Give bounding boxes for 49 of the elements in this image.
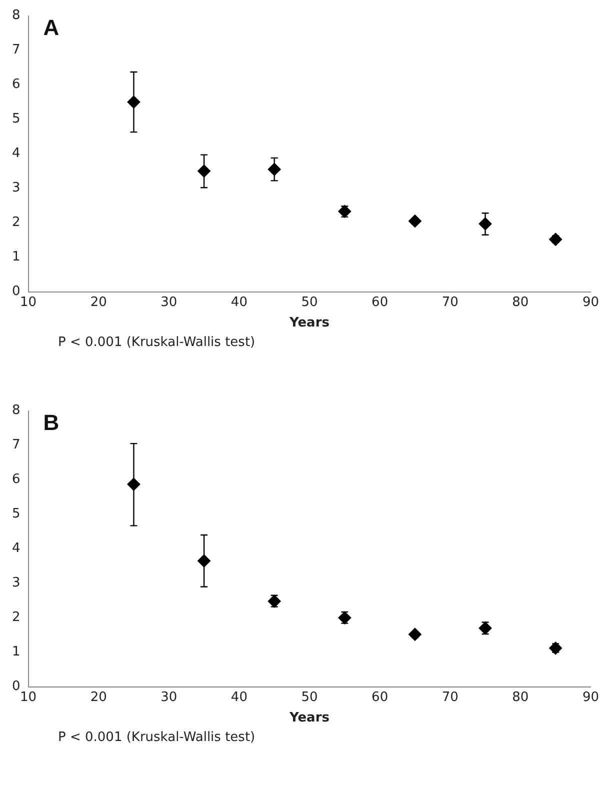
x-tick-label: 80 bbox=[512, 690, 529, 705]
y-tick-label: 3 bbox=[12, 180, 20, 196]
x-tick-label: 30 bbox=[160, 690, 178, 705]
x-tick-label: 90 bbox=[582, 294, 599, 310]
chart-title: A bbox=[43, 14, 60, 40]
y-tick-label: 7 bbox=[12, 438, 20, 453]
chart-title: B bbox=[43, 410, 60, 435]
x-tick-label: 50 bbox=[301, 294, 318, 310]
text: P < 0.001 (Kruskal-Wallis test) bbox=[57, 730, 256, 747]
x-tick-label: 70 bbox=[442, 690, 458, 705]
point bbox=[408, 628, 422, 641]
y-tick-label: 2 bbox=[12, 215, 20, 230]
y-tick-label: 1 bbox=[12, 250, 20, 265]
y-tick-label: 5 bbox=[12, 112, 20, 127]
point bbox=[549, 232, 562, 246]
x-tick-label: 60 bbox=[372, 294, 388, 310]
x-tick-label: 80 bbox=[512, 294, 529, 310]
y-tick-label: 5 bbox=[12, 506, 20, 522]
point bbox=[408, 214, 422, 228]
y-tick-label: 7 bbox=[12, 42, 20, 58]
x-tick-label: 30 bbox=[160, 294, 178, 310]
point bbox=[549, 642, 562, 655]
x-tick-label: 40 bbox=[230, 294, 248, 310]
y-tick-label: 1 bbox=[12, 644, 20, 660]
y-tick-label: 0 bbox=[12, 284, 20, 300]
x-tick-label: 50 bbox=[301, 690, 318, 705]
point bbox=[338, 611, 352, 624]
x-tick-label: 10 bbox=[20, 294, 37, 310]
y-tick-label: 8 bbox=[12, 403, 20, 418]
y-tick-label: 4 bbox=[12, 146, 20, 162]
text: P < 0.001 (Kruskal-Wallis test) bbox=[57, 335, 256, 352]
y-tick-label: 3 bbox=[12, 576, 20, 591]
y-tick-label: 6 bbox=[12, 77, 20, 92]
x-tick-label: 20 bbox=[90, 690, 107, 705]
x-tick-label: 10 bbox=[20, 690, 37, 705]
x-axis-title: Years bbox=[288, 710, 330, 726]
y-tick-label: 8 bbox=[12, 8, 20, 24]
y-tick-label: 0 bbox=[12, 679, 20, 694]
x-tick-label: 40 bbox=[230, 690, 248, 705]
x-tick-label: 20 bbox=[90, 294, 107, 310]
x-axis-title: Years bbox=[288, 316, 330, 331]
x-tick-label: 60 bbox=[372, 690, 388, 705]
y-tick-label: 6 bbox=[12, 472, 20, 488]
y-tick-label: 2 bbox=[12, 610, 20, 626]
x-tick-label: 70 bbox=[442, 294, 458, 310]
y-tick-label: 4 bbox=[12, 541, 20, 556]
point bbox=[338, 204, 352, 218]
x-tick-label: 90 bbox=[582, 690, 599, 705]
point bbox=[268, 594, 281, 608]
